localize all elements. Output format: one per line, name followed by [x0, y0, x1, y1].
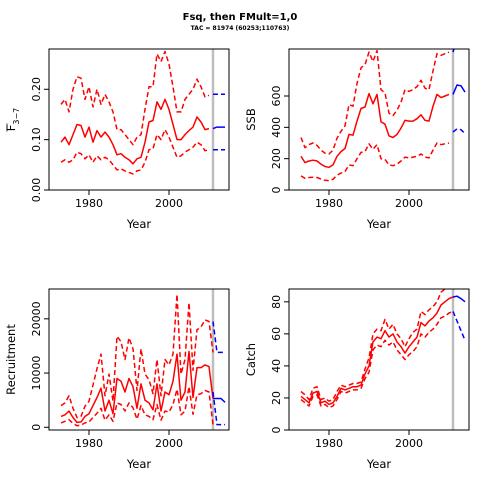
- recruitment-series-median: [60, 350, 214, 424]
- catch-series-forecast-lower: [452, 311, 466, 341]
- ssb-panel: 1980 2000 0 200 400 600 Year SSB: [244, 48, 470, 231]
- fbar-plot-frame: [48, 48, 230, 191]
- ssb-series-median: [300, 92, 450, 169]
- recruitment-y-tick-label: 0: [30, 424, 43, 431]
- ssb-series-upper: [300, 49, 450, 155]
- catch-x-tick-label: 1980: [315, 437, 343, 450]
- fbar-series-median: [60, 98, 210, 165]
- recruitment-y-tick-label: 10000: [30, 356, 43, 391]
- fbar-y-axis-label-main: F: [4, 125, 18, 132]
- ssb-x-axis-label: Year: [366, 217, 392, 231]
- catch-series-median: [300, 296, 454, 406]
- recruitment-series-lower: [60, 385, 214, 427]
- fbar-series-upper: [60, 50, 210, 146]
- recruitment-y-axis-label: Recruitment: [4, 324, 18, 395]
- catch-y-tick-label: 80: [270, 295, 283, 309]
- catch-y-tick-label: 20: [270, 391, 283, 405]
- catch-y-tick-label: 0: [270, 427, 283, 434]
- fbar-y-axis-label-sub: 3−7: [12, 108, 21, 125]
- recruitment-plot-frame: [48, 288, 230, 431]
- figure-subtitle: TAC = 81974 (60253;110763): [191, 25, 290, 32]
- catch-y-tick-label: 40: [270, 359, 283, 373]
- ssb-y-axis-label: SSB: [244, 108, 258, 131]
- recruitment-series-forecast-upper: [212, 321, 225, 354]
- recruitment-x-axis-label: Year: [126, 457, 152, 471]
- fbar-y-tick-label: 0.00: [30, 178, 43, 203]
- ssb-series-group: [300, 49, 466, 182]
- catch-series-group: [300, 289, 466, 409]
- catch-y-axis-label: Catch: [244, 343, 258, 376]
- ssb-y-tick-label: 0: [270, 187, 283, 194]
- recruitment-series-upper: [60, 293, 214, 419]
- catch-y-tick-label: 60: [270, 327, 283, 341]
- figure-title: Fsq, then FMult=1,0: [183, 12, 298, 23]
- fbar-series-lower: [60, 128, 210, 175]
- fbar-series-group: [60, 50, 225, 175]
- catch-series-lower: [300, 310, 454, 409]
- fbar-panel: 1980 2000 0.00 0.10 0.20 Year F3−7: [4, 48, 230, 231]
- fbar-x-axis-label: Year: [126, 217, 152, 231]
- catch-plot-frame: [288, 288, 470, 431]
- recruitment-y-tick-label: 20000: [30, 301, 43, 336]
- fbar-series-forecast-median: [212, 126, 225, 130]
- recruitment-series-forecast-median: [213, 397, 226, 403]
- catch-x-tick-label: 2000: [395, 437, 423, 450]
- fbar-y-tick-label: 0.10: [30, 127, 43, 152]
- ssb-y-tick-label: 400: [270, 117, 283, 138]
- catch-x-axis-label: Year: [366, 457, 392, 471]
- ssb-series-forecast-upper: [452, 49, 465, 53]
- ssb-y-tick-label: 200: [270, 148, 283, 169]
- fbar-y-tick-label: 0.20: [30, 77, 43, 102]
- ssb-series-forecast-median: [452, 84, 466, 95]
- ssb-y-tick-label: 600: [270, 86, 283, 107]
- recruitment-series-group: [60, 293, 226, 427]
- recruitment-series-forecast-lower: [212, 391, 225, 426]
- ssb-x-tick-label: 2000: [395, 197, 423, 210]
- fbar-y-axis-label: F3−7: [4, 108, 21, 132]
- catch-series-forecast-median: [452, 295, 466, 303]
- ssb-x-tick-label: 1980: [315, 197, 343, 210]
- catch-series-upper: [300, 289, 447, 402]
- fbar-x-tick-label: 2000: [155, 197, 183, 210]
- ssb-series-forecast-lower: [452, 128, 466, 135]
- ssb-series-lower: [300, 142, 450, 182]
- ssb-plot-frame: [288, 48, 470, 191]
- recruitment-x-tick-label: 1980: [75, 437, 103, 450]
- catch-panel: 1980 2000 0 20 40 60 80 Year Catch: [244, 288, 470, 471]
- fbar-x-tick-label: 1980: [75, 197, 103, 210]
- recruitment-x-tick-label: 2000: [155, 437, 183, 450]
